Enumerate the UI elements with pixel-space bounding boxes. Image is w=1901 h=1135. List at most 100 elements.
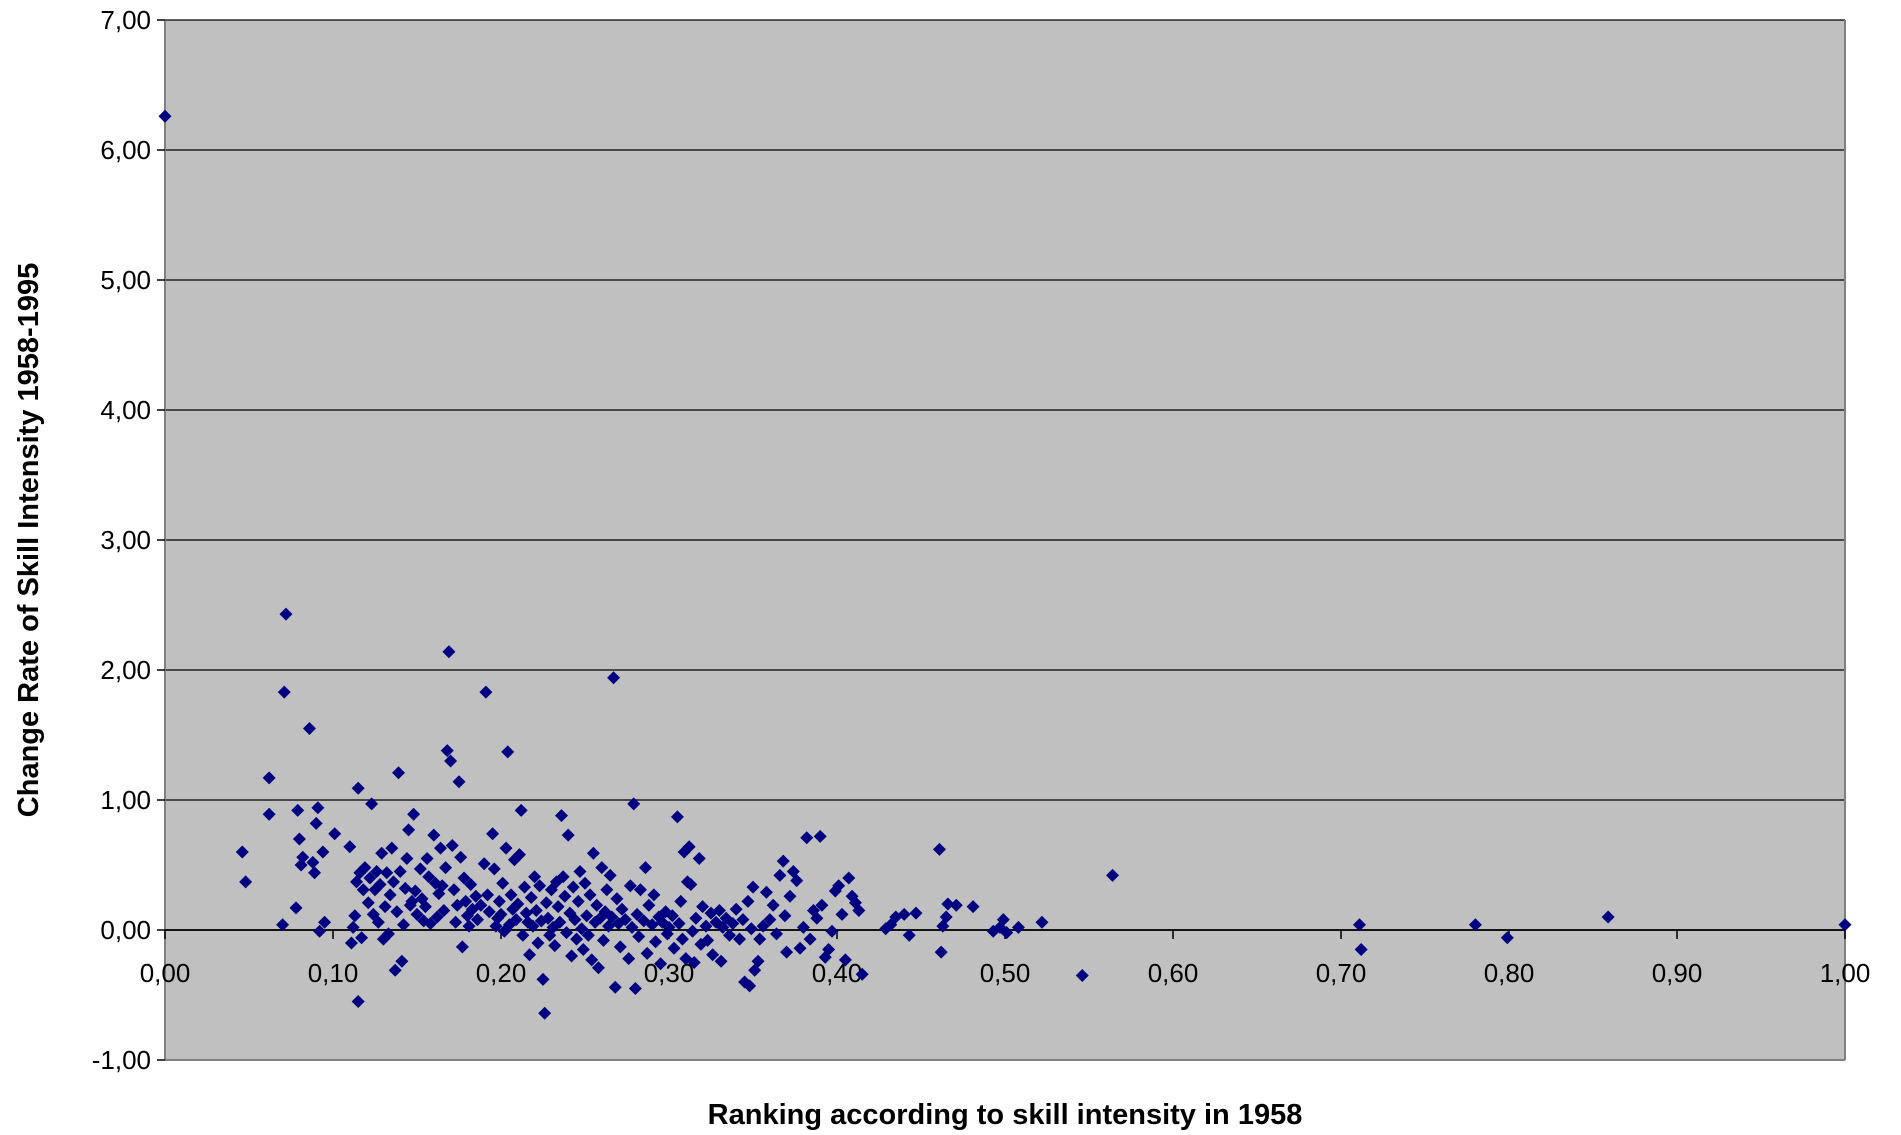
data-point-109 <box>499 841 513 855</box>
data-point-291 <box>1075 969 1089 982</box>
y-tick-labels: -1,00 0,00 1,00 2,00 3,00 4,00 5,00 6,00 7,00 <box>92 5 151 1075</box>
data-point-240 <box>756 919 770 933</box>
y-tick-label-4: 3,00 <box>100 525 151 555</box>
data-point-27 <box>351 781 365 795</box>
data-point-143 <box>556 870 570 884</box>
data-point-2 <box>239 875 253 889</box>
data-point-201 <box>665 909 679 923</box>
data-point-61 <box>408 884 422 898</box>
data-point-182 <box>625 920 639 934</box>
data-point-167 <box>596 933 610 947</box>
x-tick-label-9: 0,90 <box>1652 958 1703 988</box>
data-point-23 <box>344 936 358 950</box>
data-point-180 <box>622 952 636 966</box>
data-point-177 <box>613 940 627 954</box>
data-point-253 <box>796 920 810 934</box>
data-point-145 <box>560 926 574 940</box>
data-point-224 <box>714 954 728 968</box>
data-point-223 <box>712 904 726 917</box>
data-point-284 <box>966 900 980 914</box>
data-point-4 <box>262 807 276 821</box>
data-point-107 <box>496 876 510 890</box>
data-point-241 <box>759 885 773 899</box>
data-point-35 <box>365 797 379 811</box>
data-point-67 <box>420 852 434 865</box>
data-point-19 <box>316 845 330 859</box>
data-point-181 <box>623 879 637 893</box>
data-point-172 <box>605 910 619 924</box>
data-point-95 <box>470 913 484 927</box>
data-point-132 <box>538 1006 552 1020</box>
data-point-55 <box>398 881 412 895</box>
data-point-227 <box>722 928 736 942</box>
data-point-72 <box>430 910 444 924</box>
data-point-45 <box>381 927 395 941</box>
data-point-5 <box>276 918 290 932</box>
data-point-50 <box>390 905 404 919</box>
data-point-140 <box>551 900 565 914</box>
data-point-183 <box>627 797 641 811</box>
x-tick-labels: 0,00 0,10 0,20 0,30 0,40 0,50 0,60 0,70 0,80 0,90… <box>140 958 1871 988</box>
data-point-128 <box>531 936 545 950</box>
data-point-191 <box>642 898 656 912</box>
data-point-149 <box>566 880 580 894</box>
data-point-44 <box>380 866 394 880</box>
y-tick-label-2: 1,00 <box>100 785 151 815</box>
data-point-76 <box>437 904 451 917</box>
y-axis-title: Change Rate of Skill Intensity 1958-1995 <box>13 263 45 817</box>
data-point-125 <box>526 919 540 933</box>
data-point-287 <box>996 913 1010 927</box>
data-point-255 <box>803 932 817 946</box>
data-point-62 <box>410 907 424 921</box>
data-point-251 <box>790 874 804 888</box>
data-point-78 <box>440 744 454 758</box>
data-point-89 <box>459 894 473 908</box>
data-point-144 <box>558 889 572 903</box>
data-point-171 <box>603 868 617 882</box>
data-point-39 <box>371 915 385 929</box>
data-point-293 <box>1352 918 1366 932</box>
data-point-102 <box>487 862 501 876</box>
data-point-150 <box>568 913 582 927</box>
y-tick-label-1: 0,00 <box>100 915 151 945</box>
data-point-212 <box>686 924 700 938</box>
data-point-234 <box>743 979 757 993</box>
data-point-257 <box>810 911 824 925</box>
data-point-56 <box>400 852 414 865</box>
data-point-17 <box>311 801 325 815</box>
data-point-86 <box>454 850 468 864</box>
data-point-261 <box>822 943 836 956</box>
data-point-13 <box>302 722 316 735</box>
data-point-294 <box>1354 943 1368 956</box>
data-point-25 <box>348 909 362 923</box>
axes <box>157 19 1846 1061</box>
data-point-215 <box>692 852 706 865</box>
y-tick-label-8: 7,00 <box>100 5 151 35</box>
data-point-281 <box>939 910 953 924</box>
data-point-276 <box>902 928 916 942</box>
data-point-87 <box>455 940 469 954</box>
data-point-296 <box>1500 931 1514 945</box>
data-point-142 <box>554 809 568 823</box>
data-point-22 <box>343 840 357 854</box>
data-point-159 <box>583 888 597 902</box>
data-point-210 <box>682 840 696 854</box>
data-point-1 <box>235 845 249 859</box>
data-point-206 <box>675 932 689 946</box>
data-point-252 <box>793 941 807 955</box>
data-point-112 <box>504 888 518 902</box>
data-point-146 <box>561 828 575 842</box>
data-point-203 <box>670 810 684 824</box>
data-point-264 <box>832 879 846 893</box>
data-point-175 <box>610 892 624 906</box>
data-point-200 <box>662 920 676 934</box>
data-point-193 <box>647 888 661 902</box>
data-point-187 <box>633 883 647 897</box>
data-point-129 <box>533 879 547 893</box>
data-point-54 <box>397 918 411 932</box>
data-point-154 <box>575 922 589 936</box>
data-point-259 <box>815 898 829 912</box>
data-point-15 <box>308 866 322 880</box>
data-point-12 <box>296 850 310 864</box>
data-point-277 <box>909 906 923 920</box>
